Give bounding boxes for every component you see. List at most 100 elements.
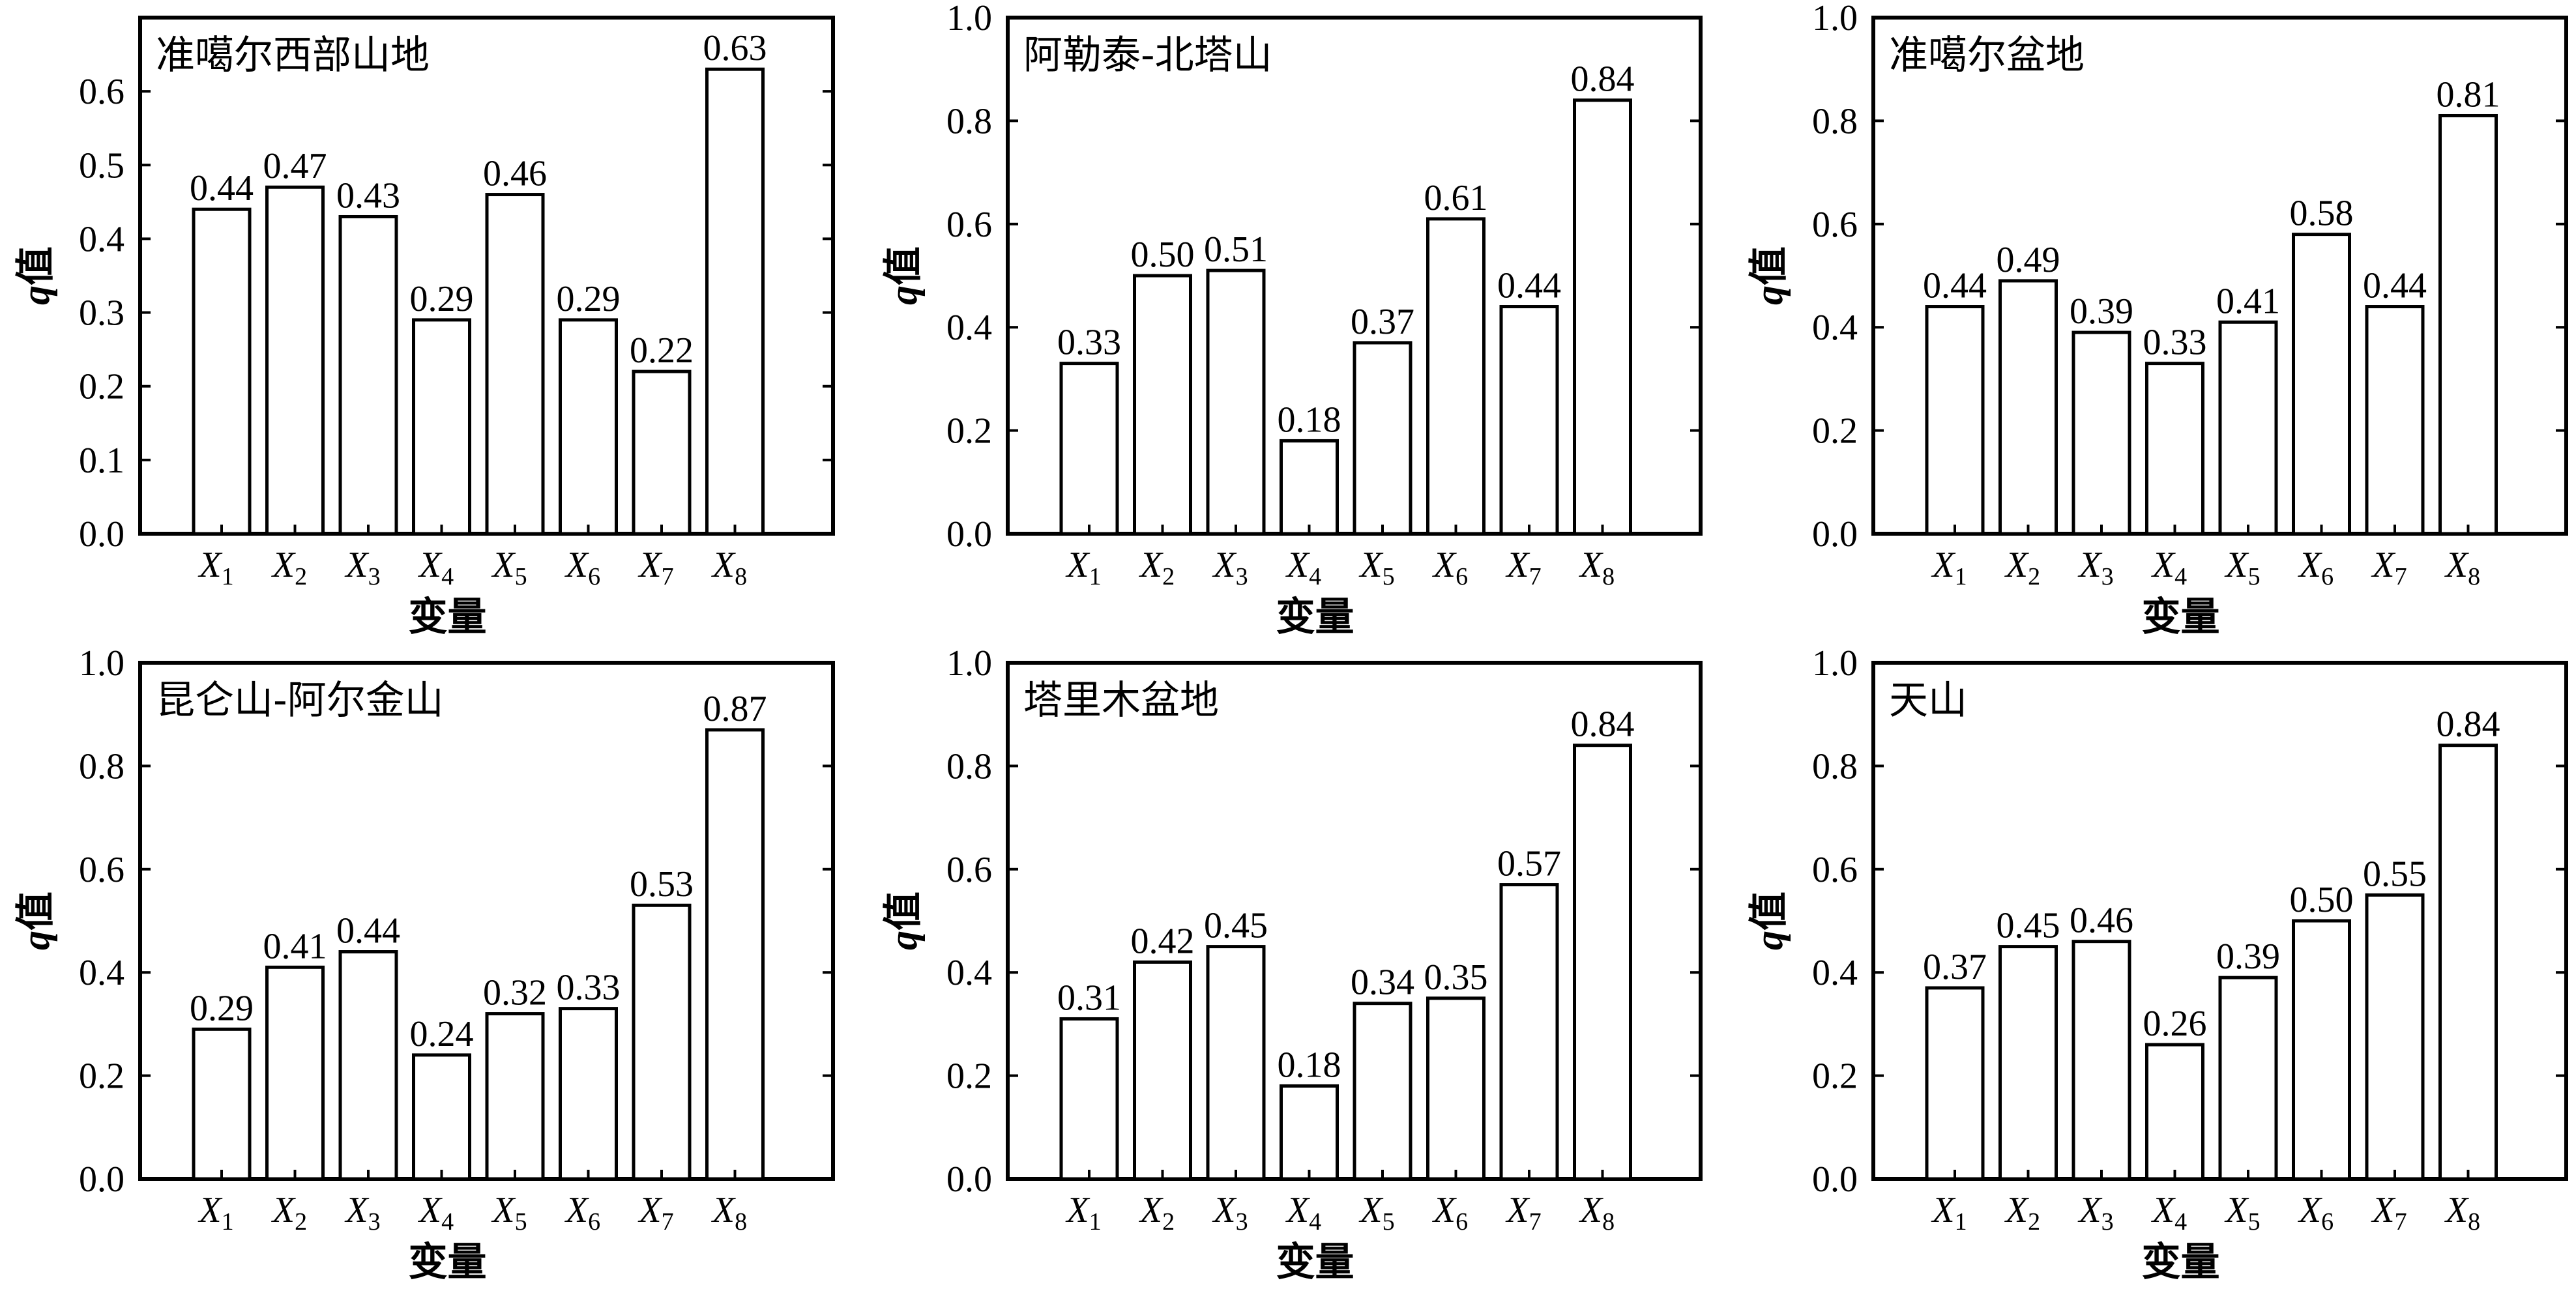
data-label: 0.45 [1997, 906, 2060, 946]
bar [1280, 439, 1339, 536]
bar [2292, 919, 2351, 1181]
data-label: 0.46 [483, 154, 547, 194]
x-tick-label: X6 [2298, 545, 2334, 590]
x-tick-label: X4 [1285, 1190, 1321, 1236]
y-axis-title-var: q [1748, 285, 1791, 305]
y-tick-label: 1.0 [1812, 643, 1858, 684]
x-tick-letter: X [1358, 1190, 1384, 1230]
data-label: 0.18 [1278, 1045, 1341, 1085]
data-label: 0.39 [2216, 936, 2280, 977]
x-tick-subscript: 2 [2028, 563, 2040, 590]
x-tick-letter: X [1432, 1190, 1457, 1230]
bar [2365, 893, 2425, 1181]
bar [1133, 960, 1192, 1181]
x-tick-letter: X [344, 545, 370, 585]
x-tick-label: X4 [1285, 545, 1321, 590]
x-tick-subscript: 7 [2395, 1208, 2407, 1236]
bar [2292, 233, 2351, 536]
x-tick-subscript: 1 [1955, 563, 1967, 590]
bar [632, 369, 692, 536]
bar [2218, 976, 2278, 1181]
bar [1925, 305, 1985, 536]
y-tick-label: 0.0 [79, 514, 124, 555]
x-tick-label: X5 [2224, 1190, 2260, 1236]
x-tick-label: X6 [1432, 545, 1468, 590]
y-tick-label: 0.2 [1812, 411, 1858, 452]
bar [1499, 883, 1559, 1181]
x-tick-label: X2 [1139, 545, 1175, 590]
data-label: 0.45 [1204, 906, 1268, 946]
x-tick-subscript: 5 [515, 563, 527, 590]
x-tick-letter: X [637, 1190, 663, 1230]
data-label: 0.61 [1424, 178, 1488, 218]
panel-title: 天山 [1889, 678, 1967, 723]
bar [2071, 940, 2131, 1181]
bar [192, 207, 252, 536]
bar [1925, 986, 1985, 1181]
x-tick-letter: X [1285, 1190, 1311, 1230]
y-axis-title-text: 值 [13, 246, 59, 285]
x-tick-letter: X [1065, 1190, 1090, 1230]
y-tick-label: 0.8 [1812, 746, 1858, 787]
x-axis-title: 变量 [2142, 594, 2220, 640]
data-label: 0.44 [336, 911, 400, 951]
x-tick-label: X2 [271, 545, 307, 590]
data-label: 0.58 [2290, 194, 2354, 234]
panel-title: 昆仑山-阿尔金山 [156, 678, 444, 723]
y-tick-label: 0.0 [79, 1159, 124, 1200]
x-tick-subscript: 5 [515, 1208, 527, 1236]
x-tick-subscript: 8 [2468, 563, 2480, 590]
x-tick-letter: X [711, 545, 737, 585]
data-label: 0.84 [2437, 704, 2500, 745]
x-tick-letter: X [1505, 545, 1530, 585]
x-tick-subscript: 2 [2028, 1208, 2040, 1236]
x-tick-label: X1 [1065, 545, 1101, 590]
data-label: 0.41 [263, 926, 327, 966]
y-tick-label: 0.8 [1812, 101, 1858, 141]
x-tick-subscript: 2 [1162, 563, 1175, 590]
y-axis-title: q值 [13, 891, 59, 950]
x-tick-label: X7 [637, 545, 673, 590]
panel-1: 0.00.10.20.30.40.50.60.44X10.47X20.43X30… [13, 16, 835, 640]
data-label: 0.37 [1351, 302, 1414, 342]
bar [1059, 362, 1119, 536]
x-tick-label: X7 [637, 1190, 673, 1236]
x-tick-letter: X [2151, 545, 2176, 585]
x-tick-subscript: 2 [1162, 1208, 1175, 1236]
x-tick-label: X1 [198, 1190, 233, 1236]
y-tick-label: 0.0 [946, 514, 992, 555]
data-label: 0.35 [1424, 957, 1488, 998]
y-tick-label: 1.0 [79, 643, 124, 684]
data-label: 0.33 [1057, 323, 1121, 363]
y-tick-label: 0.2 [1812, 1056, 1858, 1097]
x-tick-subscript: 7 [662, 563, 674, 590]
bar [559, 1007, 618, 1181]
x-tick-letter: X [1579, 545, 1604, 585]
x-tick-label: X7 [2371, 545, 2407, 590]
y-axis-title-var: q [14, 285, 57, 305]
panel-title: 塔里木盆地 [1023, 678, 1219, 723]
y-tick-label: 0.8 [946, 746, 992, 787]
data-label: 0.24 [410, 1014, 474, 1054]
bar [1133, 274, 1192, 536]
x-tick-subscript: 1 [222, 563, 234, 590]
x-tick-letter: X [2298, 1190, 2323, 1230]
x-tick-letter: X [418, 1190, 443, 1230]
x-tick-letter: X [2224, 1190, 2249, 1230]
bar [265, 185, 325, 536]
x-tick-label: X4 [418, 1190, 454, 1236]
data-label: 0.22 [630, 330, 694, 371]
y-tick-label: 0.5 [79, 145, 124, 186]
data-label: 0.53 [630, 864, 694, 905]
data-label: 0.29 [190, 988, 254, 1028]
y-tick-label: 0.4 [79, 953, 124, 993]
x-tick-subscript: 6 [588, 563, 600, 590]
y-tick-label: 0.4 [79, 219, 124, 259]
x-tick-label: X7 [1505, 1190, 1541, 1236]
data-label: 0.29 [557, 279, 621, 319]
x-tick-subscript: 5 [1383, 1208, 1395, 1236]
bar [1573, 98, 1632, 536]
x-tick-subscript: 1 [1089, 1208, 1102, 1236]
data-label: 0.44 [1923, 266, 1987, 306]
